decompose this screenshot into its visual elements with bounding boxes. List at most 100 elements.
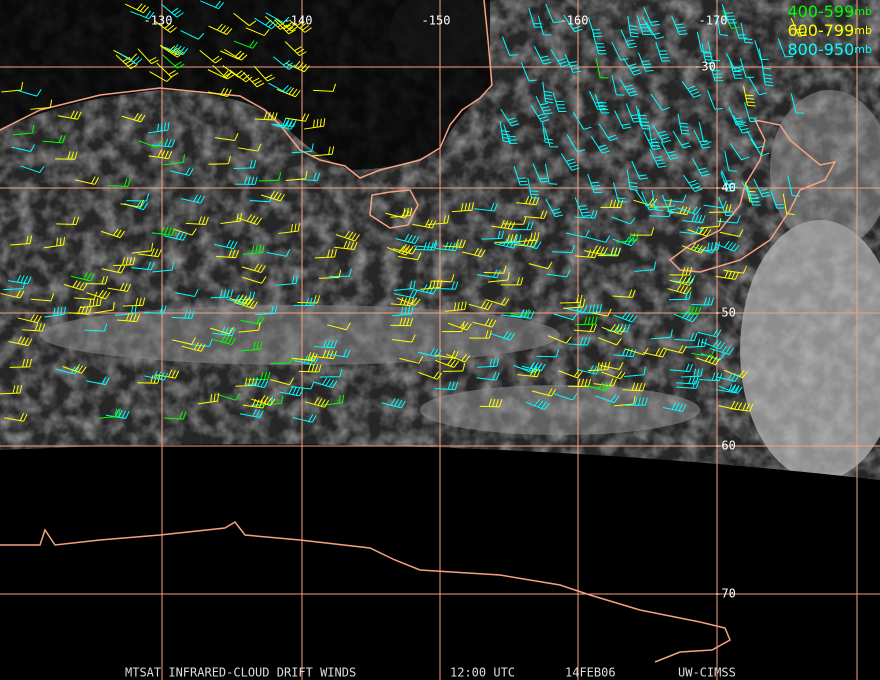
barb-tick (738, 229, 744, 237)
barb-shaft (506, 312, 527, 317)
barb-tick (609, 137, 618, 142)
barb-tick (353, 241, 358, 250)
wind-barb (517, 232, 540, 243)
barb-tick (799, 34, 808, 37)
barb-tick (678, 345, 684, 353)
barb-tick (553, 21, 562, 24)
barb-shaft (746, 130, 758, 149)
barb-tick (656, 36, 665, 40)
longitude-label: -150 (422, 14, 451, 28)
barb-tick (405, 244, 411, 253)
barb-tick (167, 139, 172, 147)
wind-barb (242, 71, 265, 88)
barb-tick (490, 202, 495, 211)
wind-barb (254, 17, 278, 30)
barb-tick (457, 302, 460, 311)
barb-tick (744, 41, 753, 44)
barb-tick (289, 118, 294, 127)
wind-barb (151, 138, 176, 148)
barb-tick (290, 354, 293, 363)
barb-tick (544, 112, 553, 115)
barb-tick (269, 398, 276, 406)
wind-barb (613, 396, 636, 407)
wind-barb (635, 105, 649, 127)
barb-tick (544, 90, 553, 93)
wind-barb (420, 279, 443, 290)
barb-tick (167, 227, 172, 236)
barb-tick (627, 42, 636, 46)
barb-tick (252, 408, 257, 417)
barb-tick (633, 120, 642, 123)
barb-tick (249, 160, 253, 169)
barb-tick (399, 297, 404, 305)
wind-barb (442, 239, 466, 248)
barb-shaft (613, 403, 634, 407)
barb-tick (595, 366, 601, 375)
barb-shaft (399, 357, 419, 364)
barb-tick (567, 161, 576, 165)
barb-tick (230, 289, 234, 298)
wind-barb (435, 358, 460, 368)
barb-tick (731, 26, 740, 30)
barb-tick (171, 7, 179, 14)
barb-tick (551, 388, 556, 397)
barb-tick (187, 310, 192, 319)
wind-barb (642, 348, 667, 358)
barb-tick (616, 326, 623, 334)
wind-barb (729, 58, 743, 79)
barb-tick (511, 123, 520, 127)
wind-barb (729, 142, 750, 161)
wind-barb (642, 17, 661, 36)
barb-tick (182, 48, 189, 56)
wind-barb (276, 87, 301, 98)
barb-tick (688, 267, 693, 276)
barb-tick (724, 270, 729, 278)
barb-tick (450, 359, 456, 367)
barb-tick (461, 354, 467, 361)
barb-tick (213, 393, 216, 402)
wind-barb (42, 134, 66, 144)
wind-barb (291, 381, 315, 390)
barb-tick (605, 383, 611, 392)
barb-tick (316, 172, 321, 181)
barb-tick (81, 366, 87, 374)
barb-tick (409, 207, 413, 216)
barb-tick (217, 393, 220, 402)
barb-tick (568, 61, 577, 64)
barb-tick (250, 215, 256, 223)
barb-tick (198, 216, 202, 225)
barb-tick (160, 123, 163, 132)
wind-barb (185, 216, 209, 225)
barb-tick (626, 324, 631, 332)
barb-tick (678, 275, 684, 283)
barb-tick (705, 354, 711, 362)
barb-tick (729, 186, 738, 189)
wind-barb (412, 219, 437, 229)
barb-tick (643, 63, 652, 66)
barb-tick (688, 375, 692, 384)
legend-entry: 400-599mb (787, 2, 872, 21)
barb-tick (654, 205, 663, 208)
wind-barb (208, 155, 231, 165)
barb-tick (260, 341, 263, 350)
barb-tick (652, 198, 658, 206)
barb-shaft (270, 379, 290, 386)
barb-tick (279, 194, 286, 202)
barb-tick (253, 216, 259, 224)
barb-tick (464, 202, 468, 211)
wind-barb (169, 167, 194, 176)
wind-barb (669, 275, 694, 286)
barb-tick (404, 233, 410, 242)
barb-tick (294, 46, 302, 52)
barb-tick (263, 371, 267, 380)
barb-tick (534, 399, 541, 407)
wind-barb (163, 411, 187, 420)
barb-tick (506, 332, 512, 340)
wind-barb (435, 381, 459, 391)
barb-tick (630, 114, 639, 117)
barb-tick (446, 215, 450, 224)
wind-barb (125, 3, 149, 14)
barb-tick (423, 241, 427, 250)
barb-tick (19, 290, 25, 299)
wind-barb (7, 274, 32, 285)
